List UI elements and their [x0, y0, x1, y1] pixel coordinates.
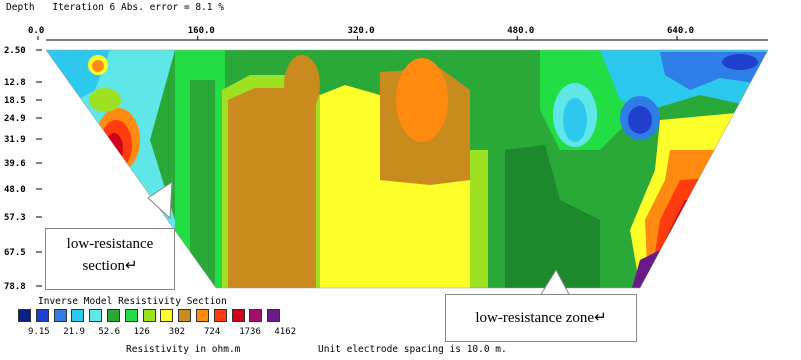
legend-swatch	[267, 309, 281, 322]
y-ticks: 2.50 12.8 18.5 24.9 31.9 39.6 48.0 57.3 67.5 78.8	[4, 46, 42, 292]
resistivity-fill	[46, 50, 768, 288]
x-tick-label: 160.0	[188, 26, 215, 36]
legend-swatch	[231, 309, 245, 322]
x-tick-label: 640.0	[667, 26, 694, 36]
legend-value: 724	[204, 327, 221, 337]
y-tick-label: 67.5	[4, 248, 26, 258]
y-tick-label: 48.0	[4, 185, 26, 195]
legend-value: 21.9	[63, 327, 85, 337]
legend-swatch	[71, 309, 85, 322]
legend-value: 126	[133, 327, 150, 337]
legend-swatch	[107, 309, 120, 322]
y-tick-label: 39.6	[4, 159, 26, 169]
resistivity-unit: Resistivity in ohm.m	[126, 344, 241, 355]
legend-swatch	[196, 309, 209, 322]
callout-line-1: low-resistance	[66, 236, 154, 252]
x-tick-label: 480.0	[507, 26, 534, 36]
legend-swatch	[89, 309, 103, 322]
legend-value: 1736	[239, 327, 261, 337]
callout-zone-text: low-resistance zone	[475, 310, 595, 326]
legend-swatch	[178, 309, 192, 322]
header: Depth Iteration 6 Abs. error = 8.1 %	[6, 2, 224, 13]
y-tick-label: 31.9	[4, 135, 26, 145]
legend-swatch	[160, 309, 174, 322]
iteration-text: Iteration 6 Abs. error = 8.1 %	[52, 2, 224, 13]
legend-value: 9.15	[28, 327, 50, 337]
legend-swatch	[124, 309, 138, 322]
y-tick-label: 24.9	[4, 114, 26, 124]
depth-label: Depth	[6, 2, 35, 13]
legend-swatch	[18, 309, 31, 322]
callout-line-2: section↵	[82, 258, 138, 274]
x-tick-label: 0.0	[28, 26, 44, 36]
legend-swatch	[142, 309, 156, 322]
x-ticks: 0.0 160.0 320.0 480.0 640.0	[28, 26, 694, 40]
legend-swatch	[249, 309, 263, 322]
y-tick-label: 57.3	[4, 213, 26, 223]
legend-title: Inverse Model Resistivity Section	[38, 296, 227, 307]
legend-swatch	[213, 309, 227, 322]
y-tick-label: 2.50	[4, 46, 26, 56]
legend-value: 302	[168, 327, 186, 337]
legend-value: 4162	[274, 327, 297, 337]
left-callout-pointer	[147, 181, 173, 220]
y-tick-label: 78.8	[4, 282, 26, 292]
y-tick-label: 18.5	[4, 96, 26, 106]
legend-swatch	[53, 309, 67, 322]
legend-value: 52.6	[98, 327, 121, 337]
low-resistance-zone-callout: low-resistance zone↵	[445, 294, 637, 342]
x-tick-label: 320.0	[348, 26, 375, 36]
electrode-spacing: Unit electrode spacing is 10.0 m.	[318, 344, 507, 355]
legend-swatch	[35, 309, 49, 322]
low-resistance-section-callout: low-resistance section↵	[45, 228, 175, 290]
y-tick-label: 12.8	[4, 78, 26, 88]
